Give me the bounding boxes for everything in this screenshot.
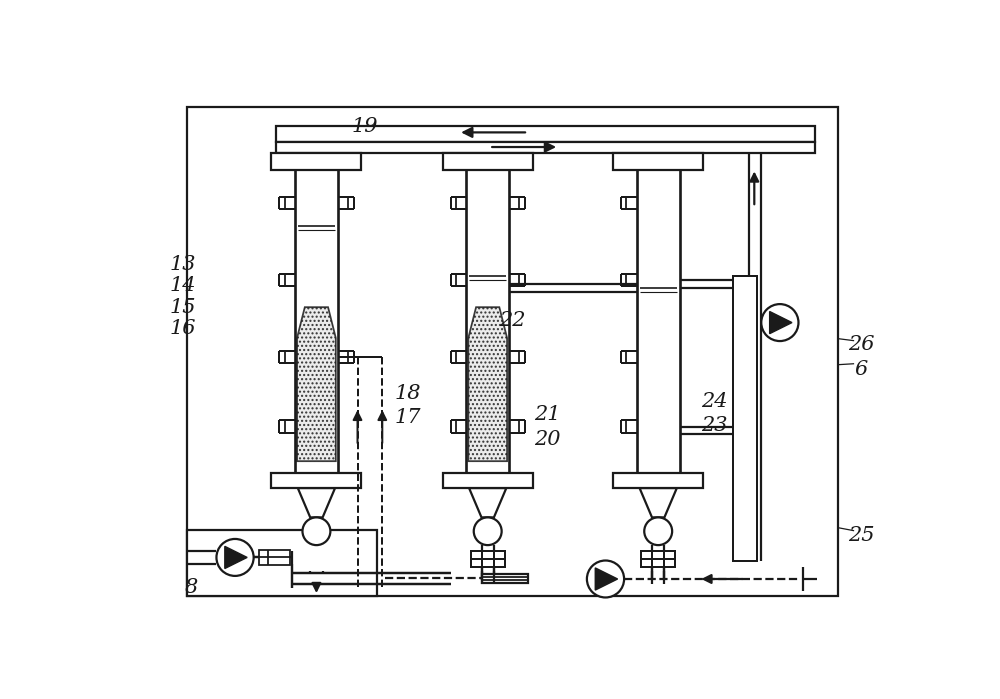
Text: 16: 16 (170, 319, 196, 338)
Polygon shape (595, 568, 618, 590)
Bar (482, 575, 528, 583)
Text: 8: 8 (184, 577, 198, 597)
Polygon shape (640, 488, 677, 517)
Bar (471, 552, 505, 567)
Text: 24: 24 (701, 392, 727, 411)
Bar (187, 531, 377, 596)
Bar (276, 127, 815, 142)
Text: 22: 22 (499, 311, 526, 330)
Text: 25: 25 (848, 526, 874, 545)
Polygon shape (468, 307, 507, 461)
Text: 13: 13 (170, 254, 196, 274)
Text: 21: 21 (534, 405, 561, 424)
Text: 20: 20 (534, 430, 561, 449)
Bar (613, 473, 703, 488)
Bar (271, 153, 361, 170)
Circle shape (474, 517, 502, 545)
Bar (733, 276, 757, 561)
Polygon shape (225, 547, 247, 568)
Text: 6: 6 (855, 360, 868, 379)
Text: 15: 15 (170, 298, 196, 317)
Bar (187, 107, 838, 596)
Bar (443, 473, 533, 488)
Bar (259, 549, 290, 565)
Circle shape (302, 517, 330, 545)
Bar (443, 153, 533, 170)
Circle shape (761, 304, 798, 341)
Polygon shape (469, 488, 506, 517)
Text: 18: 18 (395, 384, 421, 403)
Text: 23: 23 (701, 416, 727, 435)
Bar (271, 473, 361, 488)
Text: 17: 17 (395, 408, 421, 427)
Text: 14: 14 (170, 276, 196, 295)
Bar (613, 153, 703, 170)
Bar (299, 552, 333, 567)
Circle shape (587, 561, 624, 598)
Polygon shape (298, 488, 335, 517)
Polygon shape (297, 307, 336, 461)
Circle shape (216, 539, 254, 576)
Text: 19: 19 (352, 117, 378, 136)
Bar (276, 142, 815, 153)
Circle shape (644, 517, 672, 545)
Bar (641, 552, 675, 567)
Polygon shape (770, 312, 792, 333)
Text: 26: 26 (848, 336, 874, 354)
